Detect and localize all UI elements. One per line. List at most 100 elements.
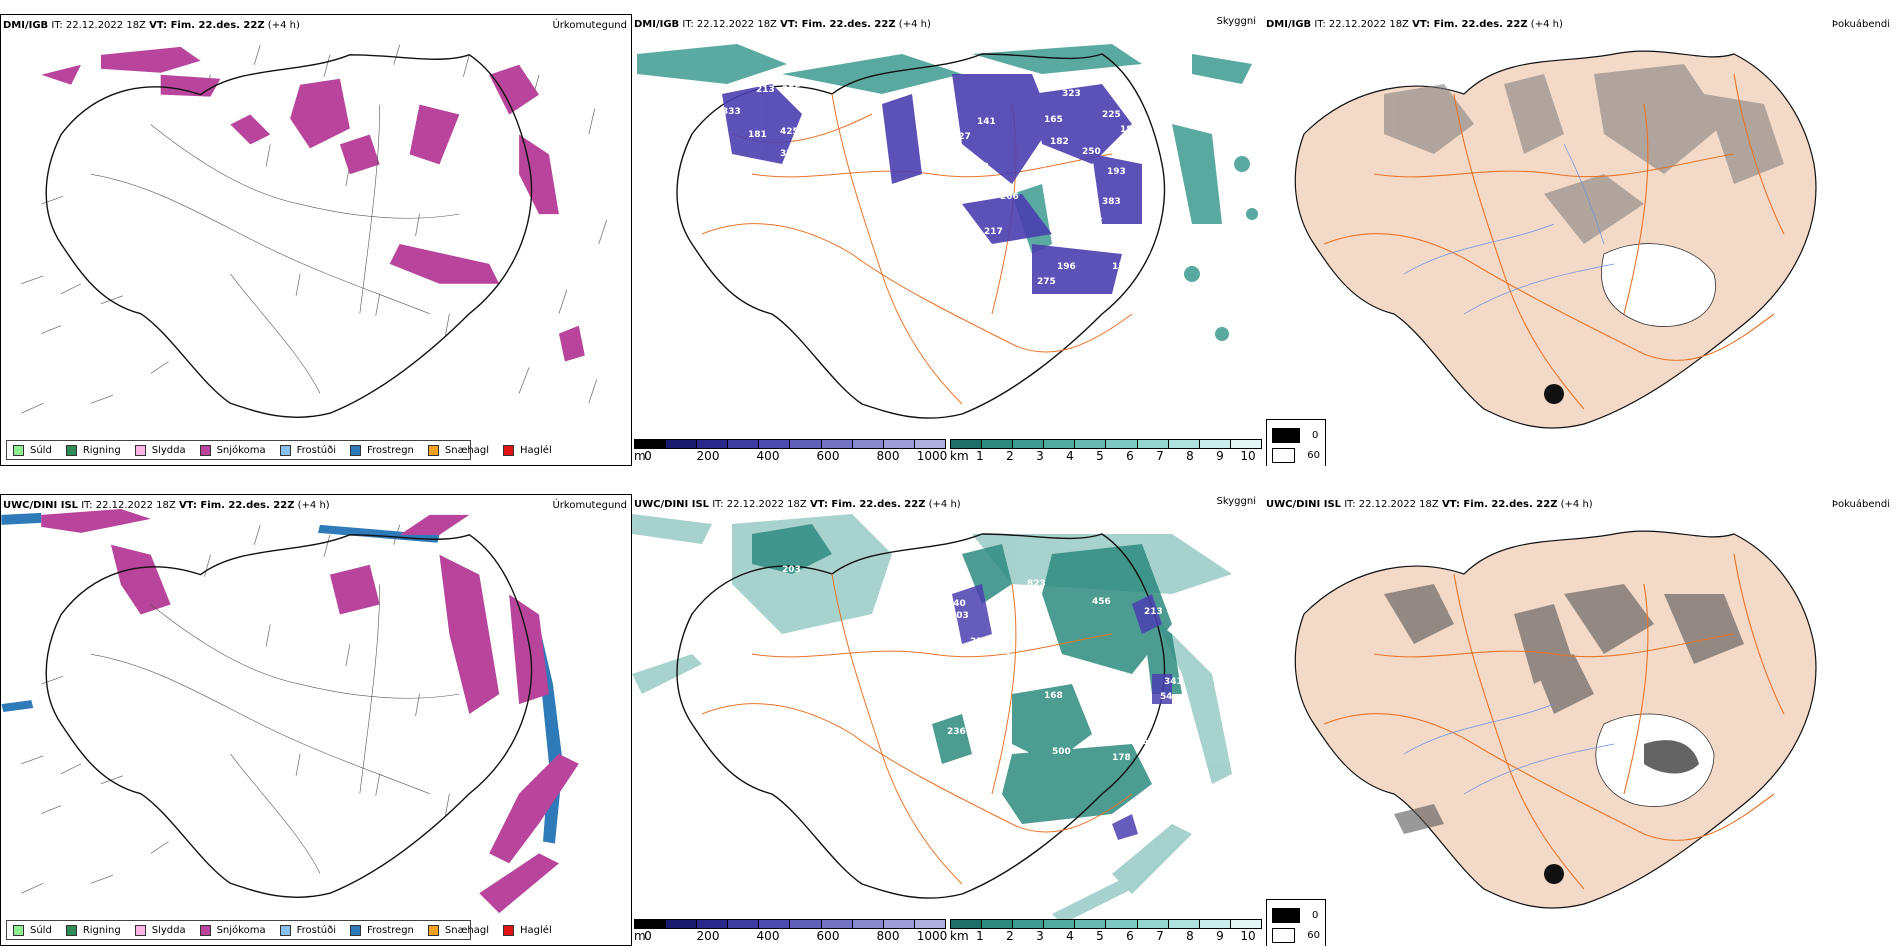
legend-swatch [503,924,515,936]
iceland-precip-map [1,508,579,914]
colorbar-m-unit: m [634,449,646,463]
cloud-base-colorbar: m 0 200 400 600 800 1000 [634,439,948,463]
legend-swatch-white [1272,927,1296,943]
iceland-outline [676,533,1166,899]
cloud-label: 210 [970,162,989,172]
legend-item: Rigning [65,444,121,456]
colorbar-tick: 8 [1186,929,1194,943]
cloud-label: 206 [1000,192,1019,202]
cloud-label: 425 [780,127,799,137]
panel-uwc-fog: UWC/DINI ISL IT: 22.12.2022 18Z VT: Fim.… [1264,494,1900,946]
colorbar-km [950,439,1262,449]
precip-type-legend: Súld Rigning Slydda Snjókoma Frostúði Fr… [6,920,552,940]
cloud-label: 203 [950,611,969,621]
legend-swatch [427,444,439,456]
cloud-label: 255 [782,85,801,95]
visibility-colorbar: km 1 2 3 4 5 6 7 8 9 10 [950,919,1262,943]
legend-swatch [65,924,77,936]
panel-header: UWC/DINI ISL IT: 22.12.2022 18Z VT: Fim.… [634,499,961,510]
cloud-base-colorbar: m 0 200 400 600 800 1000 [634,919,947,943]
cloud-label: 323 [1062,89,1081,99]
visibility-colorbar: km 1 2 3 4 5 6 7 8 9 10 [950,439,1262,463]
cloud-label: 54 [1160,692,1173,702]
colorbar-km-unit: km [950,449,969,463]
iceland-fog-map [1294,530,1817,909]
cloud-label: 60 [770,185,783,195]
cloud-label: 182 [1050,137,1069,147]
colorbar-tick: 9 [1216,449,1224,463]
panel-title: Þokuábendi [1831,19,1890,30]
cloud-label: 168 [1044,691,1063,701]
cloud-label: 250 [1082,147,1101,157]
legend-label: 0 [1312,909,1319,921]
legend-item: Frostúði [279,444,336,456]
colorbar-tick: 9 [1216,929,1224,943]
colorbar-tick: 6 [1126,449,1134,463]
cloud-label: 516 [992,647,1011,657]
legend-swatch [65,444,77,456]
cloud-label: 34 [800,149,813,159]
legend-item: Frostúði [279,924,336,936]
legend-swatch [13,924,24,936]
legend-item: Rigning [65,924,121,936]
colorbar-tick: 400 [756,929,780,943]
legend-swatch [134,444,146,456]
legend-swatch [13,444,24,456]
cloud-label: 24 [997,597,1010,607]
legend-label: 0 [1312,429,1319,441]
cloud-label: 327 [992,659,1011,669]
colorbar-tick: 200 [696,449,720,463]
colorbar-km-unit: km [950,929,969,943]
panel-uwc-cloud: UWC/DINI ISL IT: 22.12.2022 18Z VT: Fim.… [632,494,1264,946]
colorbar-tick: 800 [876,929,900,943]
colorbar-tick: 8 [1186,449,1194,463]
panel-dmi-precip-type: DMI/IGB IT: 22.12.2022 18Z VT: Fim. 22.d… [0,14,632,466]
colorbar-tick: 800 [876,449,900,463]
colorbar-tick: 600 [816,449,840,463]
cloud-label: 240 [947,599,966,609]
cloud-label: 193 [1107,167,1126,177]
cloud-label: 127 [952,132,971,142]
cloud-label: 383 [1102,197,1121,207]
cloud-label: 181 [952,187,971,197]
colorbar-tick: 1000 [916,449,948,463]
legend-item: Súld [13,444,52,456]
legend-item: Slydda [134,924,186,936]
panel-title: Skyggni [1216,496,1256,507]
colorbar-tick: 2 [1006,449,1014,463]
colorbar-tick: 10 [1240,449,1256,463]
cloud-label: 141 [977,117,996,127]
legend-item: Slydda [134,444,186,456]
cloud-label: 500 [1052,747,1071,757]
cloud-label: 190 [1132,247,1151,257]
legend-item: Snjókoma [199,924,266,936]
colorbar-tick: 200 [696,929,720,943]
legend-swatch [199,444,211,456]
colorbar-tick: 6 [1126,929,1134,943]
fog-shading [1384,64,1784,244]
cloud-label: 37 [780,149,793,159]
cloud-base-labels: 203 211 240 203 24 823 456 213 311 225 5… [737,565,1183,763]
legend-item: Haglél [503,444,552,456]
low-cloud-areas [722,74,1142,294]
colorbar-tick: 10 [1240,929,1256,943]
cloud-label: 181 [1064,663,1083,673]
colorbar-tick: 5 [1096,929,1104,943]
panel-header: UWC/DINI ISL IT: 22.12.2022 18Z VT: Fim.… [1266,499,1593,510]
iceland-outline [45,534,533,899]
cloud-label: 225 [1102,110,1121,120]
cloud-label: 161 [1042,167,1061,177]
colorbar-tick: 3 [1036,929,1044,943]
cloud-label: 181 [748,130,767,140]
legend-label: 60 [1307,929,1320,941]
iceland-cloud-map: 213 255 333 181 425 37 34 60 61 127 141 … [637,44,1258,419]
colorbar-tick: 4 [1066,449,1074,463]
legend-swatch [350,444,361,456]
panel-header: DMI/IGB IT: 22.12.2022 18Z VT: Fim. 22.d… [1266,19,1563,30]
colorbar-tick: 4 [1066,929,1074,943]
cloud-label: 203 [782,565,801,575]
legend-item: Frostregn [350,444,414,456]
cloud-label: 28 [1037,655,1050,665]
cloud-label: 331 [1084,212,1103,222]
cloud-label: 236 [947,727,966,737]
